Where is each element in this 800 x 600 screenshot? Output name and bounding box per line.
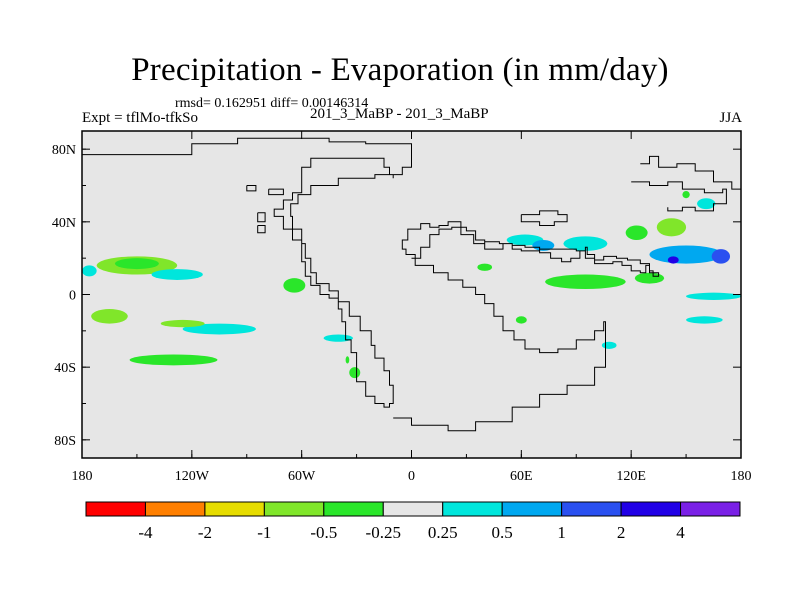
anomaly-ind-n-d bbox=[625, 225, 648, 240]
y-tick-label: 0 bbox=[69, 289, 76, 304]
anomaly-atl-n-a bbox=[477, 263, 493, 271]
stats-text: rmsd= 0.162951 diff= 0.00146314 bbox=[175, 96, 369, 111]
left-subtitle: Expt = tflMo-tfkSo bbox=[82, 110, 198, 126]
anomaly-nep-a bbox=[697, 198, 716, 210]
colorbar-swatch bbox=[501, 501, 563, 517]
anomaly-ind-eq-a bbox=[545, 274, 626, 290]
right-subtitle: JJA bbox=[719, 110, 742, 126]
y-tick-label: 80N bbox=[52, 143, 76, 158]
anomaly-ind-n-e bbox=[656, 218, 687, 237]
x-tick-label: 120E bbox=[616, 469, 646, 484]
anomaly-pac-n-b bbox=[82, 265, 97, 277]
x-tick-label: 180 bbox=[731, 469, 752, 484]
colorbar-swatch bbox=[382, 501, 444, 517]
colorbar-swatch bbox=[620, 501, 682, 517]
anomaly-pac-s-d bbox=[323, 334, 353, 342]
coastline-continent-east bbox=[393, 221, 660, 432]
anomaly-pac-n-a-core bbox=[114, 258, 159, 270]
colorbar-label: -2 bbox=[198, 523, 212, 542]
chart-title: Precipitation - Evaporation (in mm/day) bbox=[131, 52, 669, 88]
colorbar-label: 0.25 bbox=[428, 523, 458, 542]
colorbar-label: -4 bbox=[138, 523, 153, 542]
x-tick-label: 180 bbox=[72, 469, 93, 484]
y-tick-label: 80S bbox=[54, 434, 76, 449]
colorbar-label: 2 bbox=[617, 523, 626, 542]
anomaly-cam-a bbox=[283, 278, 306, 293]
coastline-islands-a bbox=[246, 185, 257, 192]
x-tick-label: 60W bbox=[288, 469, 316, 484]
coastline-north-east bbox=[640, 155, 741, 195]
plot-background bbox=[82, 131, 741, 458]
colorbar-swatch bbox=[442, 501, 503, 517]
colorbar-swatch bbox=[204, 501, 265, 517]
anomaly-pac-s-a bbox=[182, 323, 256, 335]
coastline-islands-d bbox=[268, 188, 284, 196]
anomaly-ind-s-d bbox=[515, 316, 527, 324]
x-tick-label: 0 bbox=[408, 469, 415, 484]
anomaly-pac-s-e bbox=[129, 354, 218, 366]
anomaly-ind-n-f bbox=[649, 245, 723, 264]
anomaly-ind-s-a bbox=[686, 292, 741, 300]
coastline-continent-west bbox=[82, 137, 412, 408]
anomaly-ind-n-h bbox=[667, 256, 679, 264]
anomaly-ind-n-b bbox=[532, 240, 555, 251]
anomaly-ind-s-b bbox=[686, 316, 723, 324]
y-tick-label: 40N bbox=[52, 216, 76, 231]
anomaly-ind-s-c bbox=[601, 341, 617, 349]
colorbar-swatch bbox=[85, 501, 146, 517]
coastline-north-east-2 bbox=[631, 181, 727, 212]
anomaly-sam-a bbox=[349, 367, 361, 379]
y-tick-label: 40S bbox=[54, 361, 76, 376]
anomaly-pac-s-b bbox=[91, 309, 128, 324]
colorbar-label: -1 bbox=[257, 523, 271, 542]
anomaly-pac-s-c bbox=[160, 319, 205, 328]
colorbar-swatch bbox=[561, 501, 622, 517]
anomaly-ind-eq-b bbox=[634, 272, 665, 284]
anomaly-pac-n-c bbox=[151, 269, 203, 280]
anomaly-sam-b bbox=[345, 356, 350, 364]
anomaly-nep-b bbox=[682, 190, 690, 199]
anomaly-ind-n-g bbox=[711, 249, 731, 264]
y-axis: 80N 40N 0 40S 80S bbox=[52, 143, 741, 449]
x-tick-label: 60E bbox=[510, 469, 533, 484]
colorbar-swatch bbox=[680, 501, 741, 517]
x-tick-label: 120W bbox=[175, 469, 210, 484]
coastline-islands-b bbox=[257, 212, 266, 223]
x-axis: 180 120W 60W 0 60E 120E 180 bbox=[72, 131, 752, 484]
colorbar-swatch bbox=[144, 501, 206, 517]
center-subtitle: 201_3_MaBP - 201_3_MaBP bbox=[310, 106, 489, 122]
coastline-islands-c bbox=[257, 225, 266, 234]
anomaly-ind-n-c bbox=[563, 236, 608, 251]
colorbar-swatch bbox=[263, 501, 325, 517]
colorbar-label: 1 bbox=[557, 523, 566, 542]
colorbar-label: 4 bbox=[676, 523, 685, 542]
coastline-layer bbox=[82, 137, 741, 432]
colorbar-label: -0.25 bbox=[366, 523, 401, 542]
colorbar: -4 -2 -1 -0.5 -0.25 0.25 0.5 1 2 4 bbox=[85, 501, 741, 542]
colorbar-swatch bbox=[323, 501, 384, 517]
colorbar-label: 0.5 bbox=[492, 523, 513, 542]
colorbar-label: -0.5 bbox=[310, 523, 337, 542]
coastline-sea-a bbox=[520, 210, 568, 226]
